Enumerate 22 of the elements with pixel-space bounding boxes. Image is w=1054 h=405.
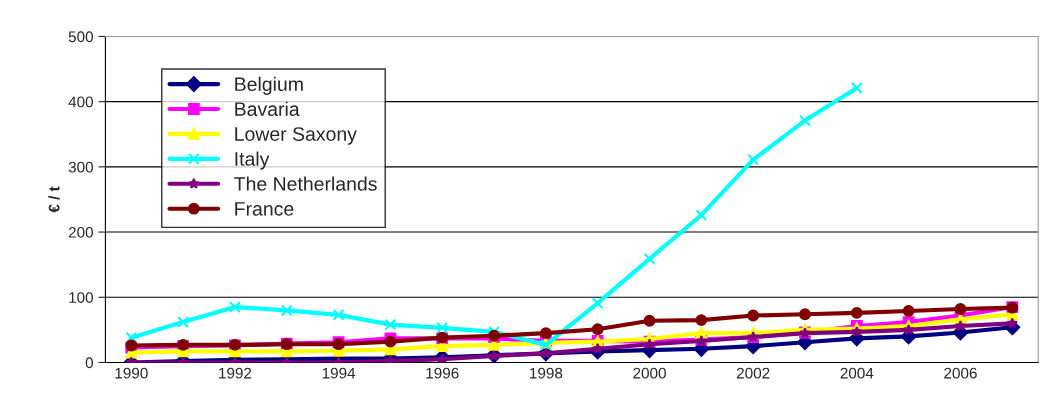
legend-label: Lower Saxony <box>235 127 357 145</box>
y-tick-label: 200 <box>68 226 93 238</box>
y-tick-label: 100 <box>69 292 93 303</box>
x-tick-label: 2004 <box>840 367 874 379</box>
y-tick-label: 400 <box>68 96 93 108</box>
x-tick-label: 2006 <box>944 367 977 379</box>
x-tick-label: 1990 <box>115 367 148 379</box>
legend-label: Bavaria <box>235 101 300 116</box>
x-tick-label: 1998 <box>530 367 563 379</box>
x-tick-label: 2002 <box>736 367 770 379</box>
legend-label: Italy <box>235 151 270 170</box>
y-tick-label: 0 <box>85 357 93 369</box>
legend-label: The Netherlands <box>234 176 377 191</box>
y-tick-label: 300 <box>68 161 93 173</box>
x-tick-label: 1994 <box>322 367 356 379</box>
y-tick-label: 500 <box>68 31 93 43</box>
legend-label: France <box>235 202 294 216</box>
y-axis-title: € / t <box>48 186 60 213</box>
x-tick-label: 2000 <box>633 367 666 379</box>
x-tick-label: 1996 <box>426 367 459 379</box>
x-tick-label: 1992 <box>219 367 252 379</box>
legend-label: Belgium <box>235 76 303 95</box>
